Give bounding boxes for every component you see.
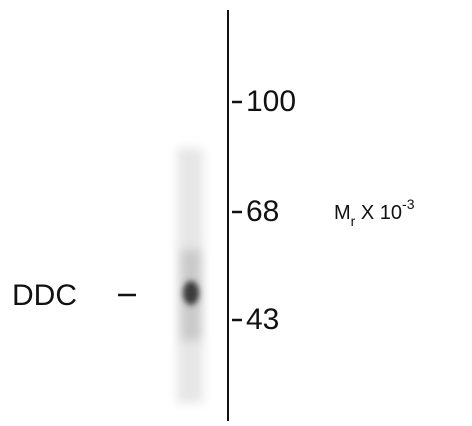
blot-figure: 100 68 43 DDC Mr X 10-3 — [0, 0, 472, 421]
marker-label: 100 — [246, 85, 296, 118]
band-label: DDC — [12, 279, 77, 312]
markers: 100 68 43 — [232, 85, 296, 336]
marker-label: 43 — [246, 303, 279, 336]
unit-superscript: -3 — [402, 196, 415, 212]
unit-main: M — [334, 202, 351, 224]
marker-label: 68 — [246, 195, 279, 228]
unit-label: Mr X 10-3 — [334, 196, 415, 229]
unit-middle: X 10 — [355, 202, 402, 224]
band — [183, 281, 199, 305]
